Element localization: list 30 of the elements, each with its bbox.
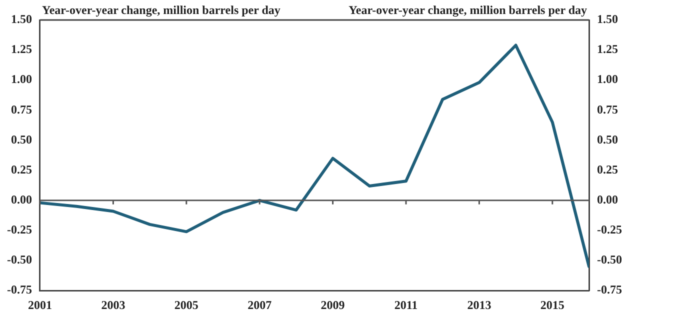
y2-tick-label: 0.25	[597, 162, 618, 176]
y-tick-label: 1.50	[10, 12, 32, 26]
y2-axis-title: Year-over-year change, million barrels per day	[348, 3, 588, 18]
x-tick-label: 2005	[174, 298, 198, 312]
x-tick-label: 2001	[28, 298, 52, 312]
y-tick-label: -0.75	[6, 282, 32, 297]
x-tick-label: 2015	[540, 298, 564, 312]
y-tick-label: 0.00	[10, 192, 32, 206]
y-tick-label: 0.50	[10, 132, 32, 146]
y-tick-label: 0.75	[10, 102, 32, 116]
y2-tick-label: 1.50	[597, 12, 618, 26]
y2-tick-label: 0.75	[597, 102, 618, 116]
y2-tick-label: 1.00	[597, 72, 618, 86]
x-tick-label: 2013	[467, 298, 492, 312]
x-tick-label: 2007	[248, 298, 272, 312]
x-tick-label: 2009	[320, 298, 345, 312]
y-tick-label: -0.25	[6, 222, 32, 237]
y2-tick-label: -0.25	[597, 222, 622, 237]
y2-tick-label: -0.75	[597, 282, 622, 297]
y-tick-label: 1.00	[10, 72, 32, 86]
y-axis-title: Year-over-year change, million barrels per day	[42, 3, 280, 18]
x-tick-label: 2011	[394, 298, 418, 312]
x-tick-label: 2003	[101, 298, 126, 312]
y2-tick-label: 0.50	[597, 132, 618, 146]
y2-tick-label: 0.00	[597, 192, 618, 206]
y2-tick-label: -0.50	[597, 252, 622, 267]
y-tick-label: 1.25	[10, 42, 32, 56]
y-tick-label: 0.25	[10, 162, 32, 176]
y2-tick-label: 1.25	[597, 42, 618, 56]
y-tick-label: -0.50	[6, 252, 32, 267]
